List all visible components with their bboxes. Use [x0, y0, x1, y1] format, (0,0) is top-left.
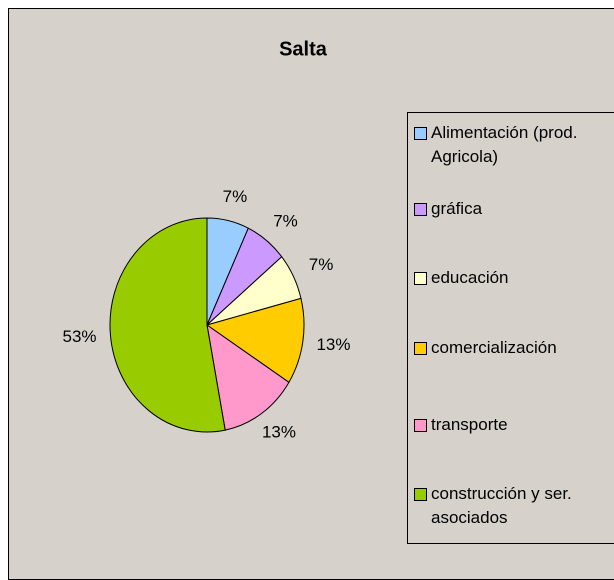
- legend-entry: construcción y ser. asociados: [414, 482, 601, 530]
- legend-entry: educación: [414, 266, 614, 290]
- data-label: 13%: [316, 335, 350, 354]
- legend-label: comercialización: [431, 338, 557, 357]
- legend-entry: transporte: [414, 413, 614, 437]
- data-label: 7%: [309, 255, 334, 274]
- data-label: 53%: [63, 327, 97, 346]
- data-label: 7%: [223, 187, 248, 206]
- legend-swatch: [414, 127, 427, 140]
- legend-swatch: [414, 203, 427, 216]
- legend-label: educación: [431, 268, 509, 287]
- data-label: 13%: [262, 422, 296, 441]
- data-label: 7%: [273, 211, 298, 230]
- pie-slice: [206, 323, 290, 431]
- legend-swatch: [414, 488, 427, 501]
- legend: Alimentación (prod. Agricola) gráfica educ…: [407, 112, 614, 544]
- legend-label: construcción y ser. asociados: [431, 484, 572, 527]
- page: {"chart_data": {"type": "pie", "title": …: [8, 8, 614, 580]
- legend-entry: gráfica: [414, 197, 614, 221]
- legend-label: transporte: [431, 415, 508, 434]
- legend-swatch: [414, 342, 427, 355]
- legend-swatch: [414, 419, 427, 432]
- legend-label: Alimentación (prod. Agricola): [431, 123, 578, 166]
- chart: Salta 7% 7% 7% 13% 13% 53%: [63, 38, 351, 441]
- pie-slice: [205, 297, 305, 384]
- chart-area: [8, 8, 614, 580]
- pie-slice: [109, 217, 226, 433]
- legend-label: gráfica: [431, 199, 483, 218]
- legend-swatch: [414, 272, 427, 285]
- legend-entry: Alimentación (prod. Agricola): [414, 121, 611, 169]
- legend-entry: comercialización: [414, 336, 614, 360]
- chart-title: Salta: [279, 38, 328, 60]
